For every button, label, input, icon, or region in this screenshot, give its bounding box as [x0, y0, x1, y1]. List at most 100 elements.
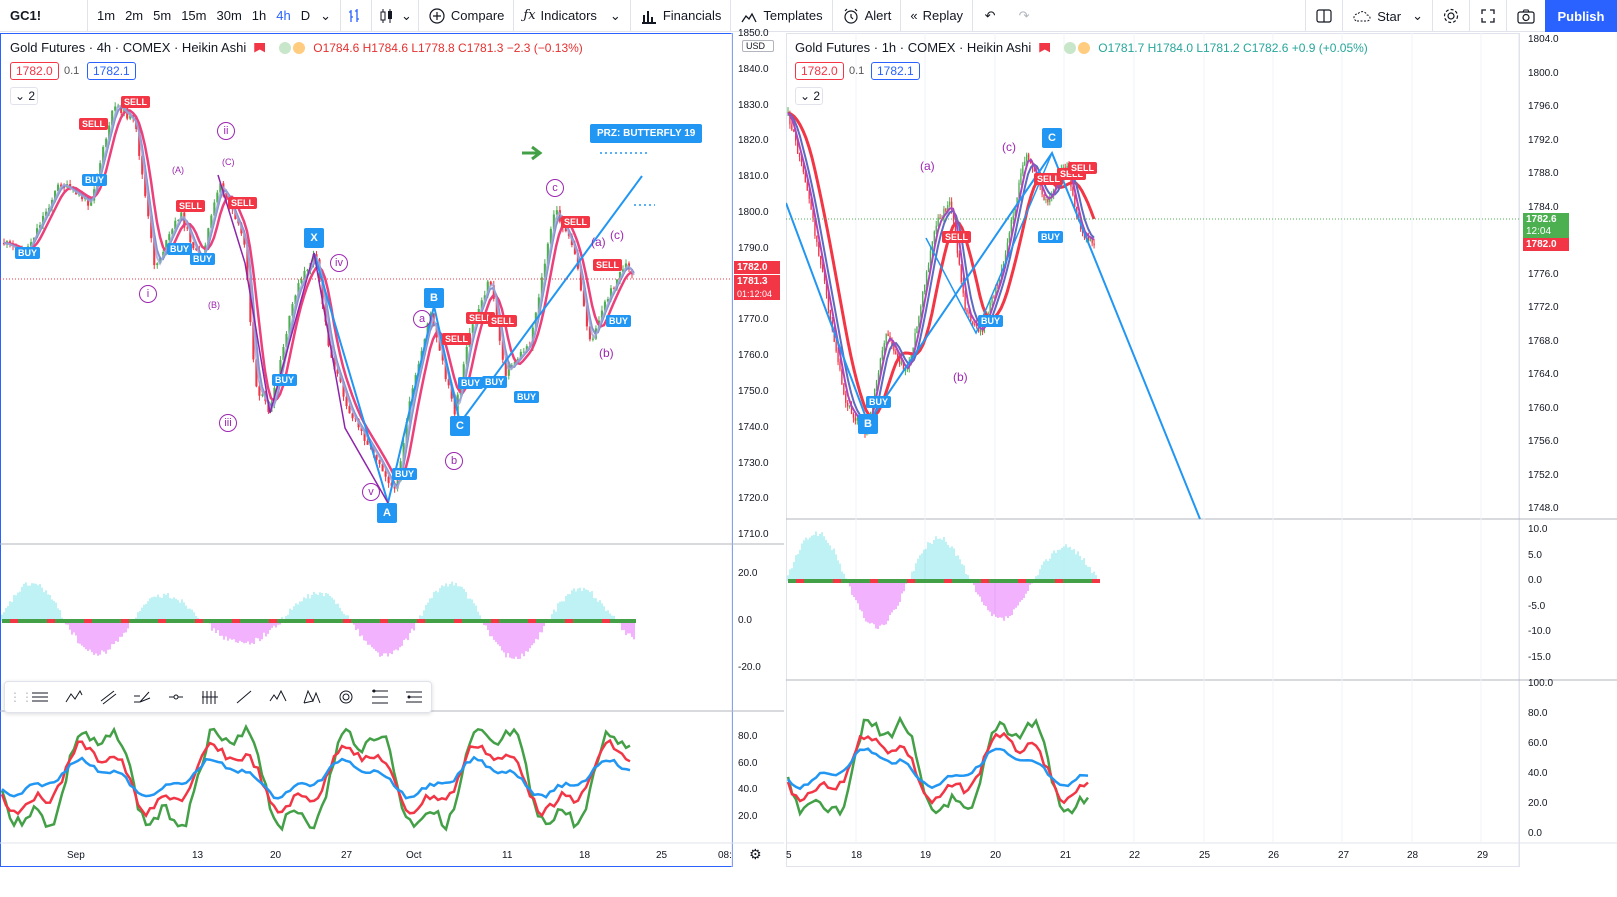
symbol-search[interactable]: GC1!: [0, 0, 88, 32]
left-chart[interactable]: [0, 33, 784, 867]
chevron-down-icon: ⌄: [401, 7, 412, 23]
buy-signal: BUY: [392, 468, 418, 480]
date-tick-label: 5: [786, 850, 792, 861]
right-collapse-indicators[interactable]: ⌄ 2: [795, 87, 823, 105]
sell-signal: SELL: [1034, 173, 1064, 185]
left-collapse-indicators[interactable]: ⌄ 2: [10, 87, 38, 105]
undo-button[interactable]: ↶: [973, 0, 1007, 32]
candle-body: [129, 115, 132, 119]
price-tick-label: 1760.0: [738, 350, 769, 362]
candle-body: [462, 364, 465, 382]
rsi-line: [786, 715, 1090, 817]
fib-extension-tool[interactable]: [397, 682, 431, 712]
timeframe-2m[interactable]: 2m: [125, 8, 144, 23]
timeframe-30m[interactable]: 30m: [216, 8, 242, 23]
buy-signal: BUY: [82, 174, 108, 186]
timeframe-5m[interactable]: 5m: [153, 8, 172, 23]
candle-body: [958, 253, 960, 265]
candle-body: [258, 386, 261, 396]
fib-timezone-tool[interactable]: [193, 682, 227, 712]
layout-button[interactable]: [1305, 0, 1342, 32]
candle-body: [552, 214, 555, 229]
left-ask-button[interactable]: 1782.1: [87, 62, 136, 80]
candle-body: [829, 310, 832, 321]
right-chart-canvas[interactable]: [786, 33, 1617, 867]
right-bid-button[interactable]: 1782.0: [795, 62, 844, 80]
date-tick-label: 26: [1268, 850, 1280, 861]
star-label: Star: [1377, 8, 1402, 24]
left-chart-canvas[interactable]: [0, 33, 784, 867]
alarm-clock-icon: [844, 8, 858, 24]
right-ask-button[interactable]: 1782.1: [871, 62, 920, 80]
candle-body: [820, 255, 822, 265]
horizontal-ray-tool[interactable]: [159, 682, 193, 712]
candle-body: [875, 381, 878, 389]
left-ohlc: O1784.6 H1784.6 L1778.8 C1781.3 −2.3 (−0…: [313, 40, 583, 55]
publish-button[interactable]: Publish: [1545, 0, 1617, 32]
candle-body: [920, 306, 922, 317]
trend-line-tool[interactable]: [227, 682, 261, 712]
redo-button[interactable]: ↷: [1007, 0, 1041, 32]
candle-body: [501, 340, 504, 360]
timeframe-D[interactable]: D: [300, 8, 311, 23]
timeframe-15m[interactable]: 15m: [181, 8, 207, 23]
alert-button[interactable]: Alert: [833, 0, 902, 32]
wave-label: (a): [920, 159, 935, 173]
replay-button[interactable]: « Replay: [901, 0, 974, 32]
candle-body: [585, 305, 588, 327]
right-chart[interactable]: [786, 33, 1617, 867]
left-chart-title[interactable]: Gold Futures · 4h · COMEX · Heikin Ashi: [10, 40, 247, 55]
timeframe-4h[interactable]: 4h: [276, 8, 291, 23]
candle-body: [261, 394, 264, 396]
candle-body: [877, 372, 880, 382]
candle-body: [384, 471, 387, 477]
trend-channel-tool[interactable]: [91, 682, 125, 712]
date-tick-label: 28: [1407, 850, 1419, 861]
price-tick-label: 1840.0: [738, 63, 769, 75]
elliott-wave-tool[interactable]: [261, 682, 295, 712]
watchlist-star-button[interactable]: Star ⌄: [1342, 0, 1432, 32]
indicators-button[interactable]: ƒx Indicators ⌄: [514, 0, 631, 32]
cloud-icon: [1353, 11, 1371, 22]
pitchfork-tool[interactable]: [125, 682, 159, 712]
price-tick-label: 40.0: [738, 784, 758, 795]
fullscreen-button[interactable]: [1469, 0, 1506, 32]
candle-body: [519, 351, 522, 359]
candle-style-button[interactable]: ⌄: [372, 0, 419, 32]
alert-label: Alert: [864, 8, 892, 23]
rsi-line: [786, 731, 1089, 805]
candle-body: [54, 191, 57, 200]
currency-selector[interactable]: USD: [742, 40, 775, 52]
left-axis-settings[interactable]: ⚙: [749, 846, 762, 863]
candle-body: [171, 229, 174, 235]
bar-style-button[interactable]: [341, 0, 373, 32]
zigzag-tool[interactable]: [57, 682, 91, 712]
xabcd-pattern-tool[interactable]: [295, 682, 329, 712]
templates-button[interactable]: Templates: [731, 0, 833, 32]
left-bid-button[interactable]: 1782.0: [10, 62, 59, 80]
fib-spiral-tool[interactable]: [329, 682, 363, 712]
wave-label: (a): [591, 235, 606, 249]
financials-button[interactable]: Financials: [631, 0, 732, 32]
chevron-down-icon[interactable]: ⌄: [320, 7, 332, 23]
settings-button[interactable]: [1432, 0, 1469, 32]
snapshot-button[interactable]: [1506, 0, 1545, 32]
candle-body: [57, 184, 60, 192]
sell-signal: SELL: [79, 118, 109, 130]
left-countdown-tag: 01:12:04: [734, 288, 780, 300]
candle-body: [891, 341, 893, 346]
drag-handle-icon[interactable]: ⋮⋮: [9, 690, 33, 704]
candle-body: [879, 358, 882, 373]
right-chart-title[interactable]: Gold Futures · 1h · COMEX · Heikin Ashi: [795, 40, 1032, 55]
candle-body: [1029, 159, 1032, 164]
timeframe-1m[interactable]: 1m: [97, 8, 116, 23]
fib-retracement-tool[interactable]: [363, 682, 397, 712]
candle-body: [45, 211, 48, 216]
candle-body: [465, 347, 468, 365]
timeframe-1h[interactable]: 1h: [251, 8, 267, 23]
horizontal-lines-tool[interactable]: [23, 682, 57, 712]
candle-body: [1033, 168, 1036, 172]
compare-button[interactable]: Compare: [419, 0, 515, 32]
candle-body: [279, 359, 282, 378]
wave-label: (C): [222, 157, 235, 167]
